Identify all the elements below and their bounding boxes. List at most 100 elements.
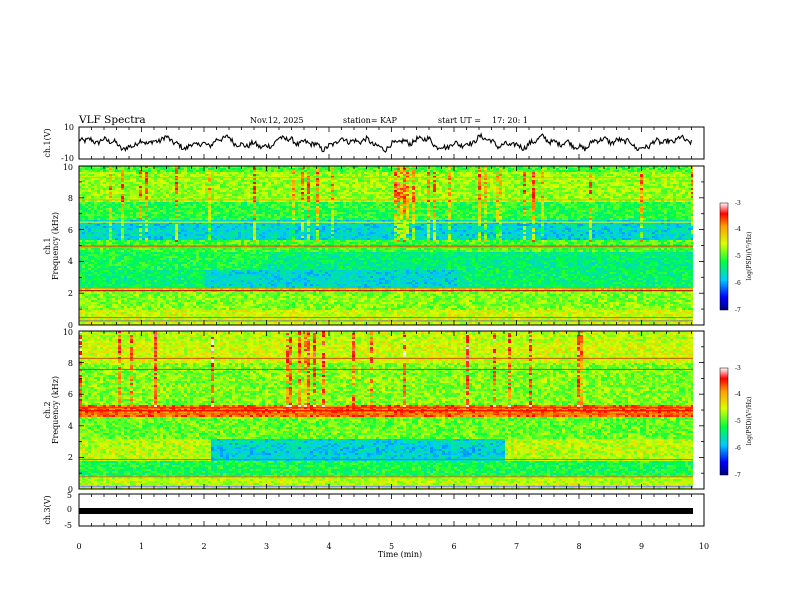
spectrogram-cell bbox=[142, 174, 145, 176]
spectrogram-cell bbox=[286, 184, 289, 186]
spectrogram-cell bbox=[556, 192, 559, 194]
spectrogram-cell bbox=[259, 170, 262, 172]
spectrogram-cell bbox=[469, 186, 472, 188]
spectrogram-cell bbox=[649, 208, 652, 210]
spectrogram-cell bbox=[646, 188, 649, 190]
spectrogram-cell bbox=[478, 172, 481, 174]
spectrogram-cell bbox=[199, 184, 202, 186]
spectrogram-cell bbox=[511, 188, 514, 190]
spectrogram-cell bbox=[244, 212, 247, 214]
spectrogram-cell bbox=[358, 170, 361, 172]
spectrogram-cell bbox=[412, 210, 415, 212]
spectrogram-cell bbox=[142, 204, 145, 206]
spectrogram-cell bbox=[328, 170, 331, 172]
spectrogram-cell bbox=[568, 184, 571, 186]
spectrogram-cell bbox=[85, 202, 88, 204]
spectrogram-cell bbox=[526, 184, 529, 186]
spectrogram-cell bbox=[448, 204, 451, 206]
spectrogram-cell bbox=[514, 210, 517, 212]
spectrogram-cell bbox=[115, 206, 118, 208]
spectrogram-cell bbox=[160, 212, 163, 214]
spectrogram-cell bbox=[460, 184, 463, 186]
spectrogram-cell bbox=[502, 204, 505, 206]
spectrogram-cell bbox=[676, 196, 679, 198]
spectrogram-cell bbox=[514, 182, 517, 184]
spectrogram-cell bbox=[94, 206, 97, 208]
spectrogram-cell bbox=[208, 210, 211, 212]
spectrogram-cell bbox=[391, 202, 394, 204]
spectrogram-cell bbox=[313, 184, 316, 186]
spectrogram-cell bbox=[505, 178, 508, 180]
spectrogram-cell bbox=[163, 172, 166, 174]
spectrogram-cell bbox=[100, 202, 103, 204]
spectrogram-cell bbox=[688, 168, 691, 170]
spectrogram-cell bbox=[658, 194, 661, 196]
spectrogram-cell bbox=[277, 204, 280, 206]
spectrogram-cell bbox=[388, 206, 391, 208]
spectrogram-cell bbox=[163, 212, 166, 214]
spectrogram-cell bbox=[112, 184, 115, 186]
spectrogram-cell bbox=[586, 206, 589, 208]
spectrogram-cell bbox=[217, 196, 220, 198]
spectrogram-cell bbox=[145, 184, 148, 186]
spectrogram-cell bbox=[295, 170, 298, 172]
spectrogram-cell bbox=[625, 170, 628, 172]
spectrogram-cell bbox=[127, 196, 130, 198]
spectrogram-cell bbox=[382, 202, 385, 204]
spectrogram-cell bbox=[343, 182, 346, 184]
spectrogram-cell bbox=[376, 174, 379, 176]
spectrogram-cell bbox=[556, 202, 559, 204]
spectrogram-cell bbox=[403, 186, 406, 188]
spectrogram-cell bbox=[547, 192, 550, 194]
spectrogram-cell bbox=[223, 188, 226, 190]
spectrogram-cell bbox=[397, 190, 400, 192]
spectrogram-cell bbox=[598, 184, 601, 186]
spectrogram-cell bbox=[325, 174, 328, 176]
spectrogram-cell bbox=[676, 190, 679, 192]
spectrogram-cell bbox=[496, 188, 499, 190]
spectrogram-cell bbox=[124, 202, 127, 204]
spectrogram-cell bbox=[442, 206, 445, 208]
spectrogram-cell bbox=[385, 194, 388, 196]
spectrogram-cell bbox=[265, 180, 268, 182]
spectrogram-cell bbox=[181, 206, 184, 208]
spectrogram-cell bbox=[238, 202, 241, 204]
spectrogram-cell bbox=[625, 188, 628, 190]
spectrogram-cell bbox=[538, 168, 541, 170]
spectrogram-cell bbox=[310, 170, 313, 172]
spectrogram-cell bbox=[85, 182, 88, 184]
spectrogram-cell bbox=[604, 178, 607, 180]
spectrogram-cell bbox=[292, 202, 295, 204]
spectrogram-cell bbox=[268, 168, 271, 170]
spectrogram-cell bbox=[643, 202, 646, 204]
spectrogram-cell bbox=[445, 180, 448, 182]
spectrogram-cell bbox=[466, 172, 469, 174]
spectrogram-cell bbox=[658, 174, 661, 176]
spectrogram-cell bbox=[667, 210, 670, 212]
spectrogram-cell bbox=[454, 212, 457, 214]
spectrogram-cell bbox=[610, 194, 613, 196]
spectrogram-cell bbox=[283, 192, 286, 194]
spectrogram-cell bbox=[124, 188, 127, 190]
spectrogram-cell bbox=[688, 184, 691, 186]
spectrogram-cell bbox=[328, 202, 331, 204]
spectrogram-cell bbox=[103, 196, 106, 198]
spectrogram-cell bbox=[577, 194, 580, 196]
spectrogram-cell bbox=[118, 186, 121, 188]
spectrogram-cell bbox=[649, 172, 652, 174]
spectrogram-cell bbox=[286, 210, 289, 212]
spectrogram-cell bbox=[655, 194, 658, 196]
spectrogram-cell bbox=[529, 204, 532, 206]
spectrogram-cell bbox=[667, 186, 670, 188]
spectrogram-cell bbox=[166, 204, 169, 206]
spectrogram-cell bbox=[403, 182, 406, 184]
spectrogram-cell bbox=[529, 210, 532, 212]
spectrogram-cell bbox=[256, 170, 259, 172]
spectrogram-cell bbox=[508, 190, 511, 192]
spectrogram-cell bbox=[496, 206, 499, 208]
spectrogram-cell bbox=[682, 192, 685, 194]
spectrogram-cell bbox=[292, 208, 295, 210]
spectrogram-cell bbox=[268, 186, 271, 188]
spectrogram-cell bbox=[214, 184, 217, 186]
spectrogram-cell bbox=[172, 182, 175, 184]
